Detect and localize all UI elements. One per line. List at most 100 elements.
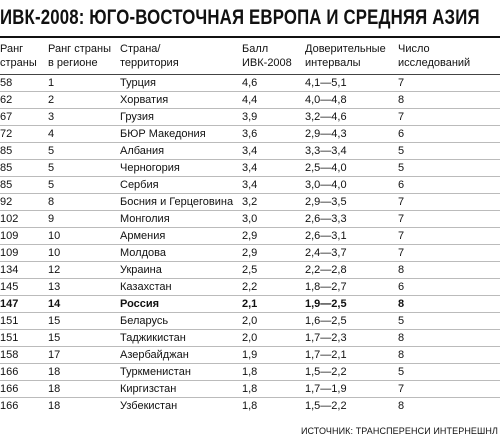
header-line: ИВК-2008: [242, 57, 292, 69]
header-row: Ранг страны Ранг страны в регионе Страна/тер…: [0, 40, 500, 75]
cell: 3,9: [242, 108, 305, 126]
header-line: страны: [0, 57, 37, 69]
cell: 1,5—2,2: [305, 400, 347, 412]
cell: Сербия: [120, 176, 242, 194]
cell: 5: [398, 142, 500, 160]
cell: 1,9—2,5: [305, 295, 398, 313]
cell: Таджикистан: [120, 329, 242, 347]
table-row: 151 15 Беларусь 2,0 1,6—2,5 5: [0, 312, 500, 330]
column-header: Страна/территория: [120, 40, 242, 75]
cell: 5: [48, 142, 120, 160]
cell: 85: [0, 142, 48, 160]
cell: 2,9: [242, 227, 305, 245]
cell: 6: [398, 278, 500, 296]
table-row: 151 15 Таджикистан 2,0 1,7—2,3 8: [0, 329, 500, 347]
cell: Албания: [120, 142, 242, 160]
cell: 109: [0, 227, 48, 245]
cell: 8: [398, 329, 500, 347]
cell: 3,0—4,0: [305, 176, 398, 194]
cell: Босния и Герцеговина: [120, 193, 242, 211]
cell: 13: [48, 278, 120, 296]
cell: 8: [48, 193, 120, 211]
cell: Узбекистан: [120, 400, 178, 412]
cell: 1,8: [242, 363, 305, 381]
cell: 7: [398, 244, 500, 262]
cell: 92: [0, 193, 48, 211]
cell: Казахстан: [120, 278, 242, 296]
header-line: Доверительные: [305, 43, 386, 55]
table: Ранг страны Ранг страны в регионе Страна/тер…: [0, 40, 500, 414]
cell: 18: [48, 400, 61, 412]
cell: 7: [398, 74, 500, 92]
column-header: Балл ИВК-2008: [242, 40, 305, 75]
cell: Армения: [120, 227, 242, 245]
cell: 67: [0, 108, 48, 126]
cell: 17: [48, 346, 120, 364]
cell: 5: [398, 363, 500, 381]
cell: 166: [0, 400, 19, 412]
title-rule: [0, 36, 500, 38]
cell: 6: [398, 176, 500, 194]
cell: 2,9: [242, 244, 305, 262]
cell: 2,4—3,7: [305, 244, 398, 262]
table-row: 134 12 Украина 2,5 2,2—2,8 8: [0, 261, 500, 279]
cell: 3,4: [242, 142, 305, 160]
header-line: Балл: [242, 43, 269, 55]
cell: 8: [398, 400, 405, 412]
cell: 7: [398, 108, 500, 126]
cell: 2,6—3,3: [305, 210, 398, 228]
cell: 145: [0, 278, 48, 296]
cell: 2,2: [242, 278, 305, 296]
cell: 18: [48, 363, 120, 381]
header-line: территория: [120, 57, 179, 69]
cell: 158: [0, 346, 48, 364]
column-header: Число исследований: [398, 40, 500, 75]
cell: 9: [48, 210, 120, 228]
cell: 2,6—3,1: [305, 227, 398, 245]
cell: 15: [48, 329, 120, 347]
table-row: 109 10 Молдова 2,9 2,4—3,7 7: [0, 244, 500, 262]
table-row: 85 5 Черногория 3,4 2,5—4,0 5: [0, 159, 500, 177]
cell: Хорватия: [120, 91, 242, 109]
cell: 4,4: [242, 91, 305, 109]
table-row: 145 13 Казахстан 2,2 1,8—2,7 6: [0, 278, 500, 296]
cell: 1,5—2,2: [305, 363, 398, 381]
cell: 62: [0, 91, 48, 109]
table-row: 166 18 Туркменистан 1,8 1,5—2,2 5: [0, 363, 500, 381]
cell: 1: [48, 74, 120, 92]
cell: 1,7—2,1: [305, 346, 398, 364]
header-line: интервалы: [305, 57, 361, 69]
cell: 1,8—2,7: [305, 278, 398, 296]
cell: 58: [0, 74, 48, 92]
cell: 8: [398, 91, 500, 109]
cell: Киргизстан: [120, 380, 242, 398]
cell: 85: [0, 176, 48, 194]
cell: Монголия: [120, 210, 242, 228]
cell: 3,3—3,4: [305, 142, 398, 160]
cell: 7: [398, 210, 500, 228]
column-header: Доверительные интервалы: [305, 40, 398, 75]
cell: 2,5: [242, 261, 305, 279]
cell: 5: [48, 176, 120, 194]
cell: Турция: [120, 74, 242, 92]
cell: 6: [398, 125, 500, 143]
cell: 2,0: [242, 329, 305, 347]
cell: 166: [0, 363, 48, 381]
cell: 1,8: [242, 400, 258, 412]
cell: 102: [0, 210, 48, 228]
cell: 85: [0, 159, 48, 177]
cell: 2,2—2,8: [305, 261, 398, 279]
cell: 151: [0, 312, 48, 330]
cell: 5: [398, 312, 500, 330]
cell: 18: [48, 380, 120, 398]
table-row: 58 1 Турция 4,6 4,1—5,1 7: [0, 74, 500, 92]
table-row: 166 18 Узбекистан 1,8 1,5—2,2 8: [0, 398, 500, 415]
table-row: 109 10 Армения 2,9 2,6—3,1 7: [0, 227, 500, 245]
cell: 2,0: [242, 312, 305, 330]
table-body: 58 1 Турция 4,6 4,1—5,1 7 62 2 Хорватия 4,4 4,0—4,…: [0, 74, 500, 415]
table-row: 147 14 Россия 2,1 1,9—2,5 8: [0, 295, 500, 313]
cell: Черногория: [120, 159, 242, 177]
table-row: 62 2 Хорватия 4,4 4,0—4,8 8: [0, 91, 500, 109]
header-line: Ранг страны: [48, 43, 111, 55]
